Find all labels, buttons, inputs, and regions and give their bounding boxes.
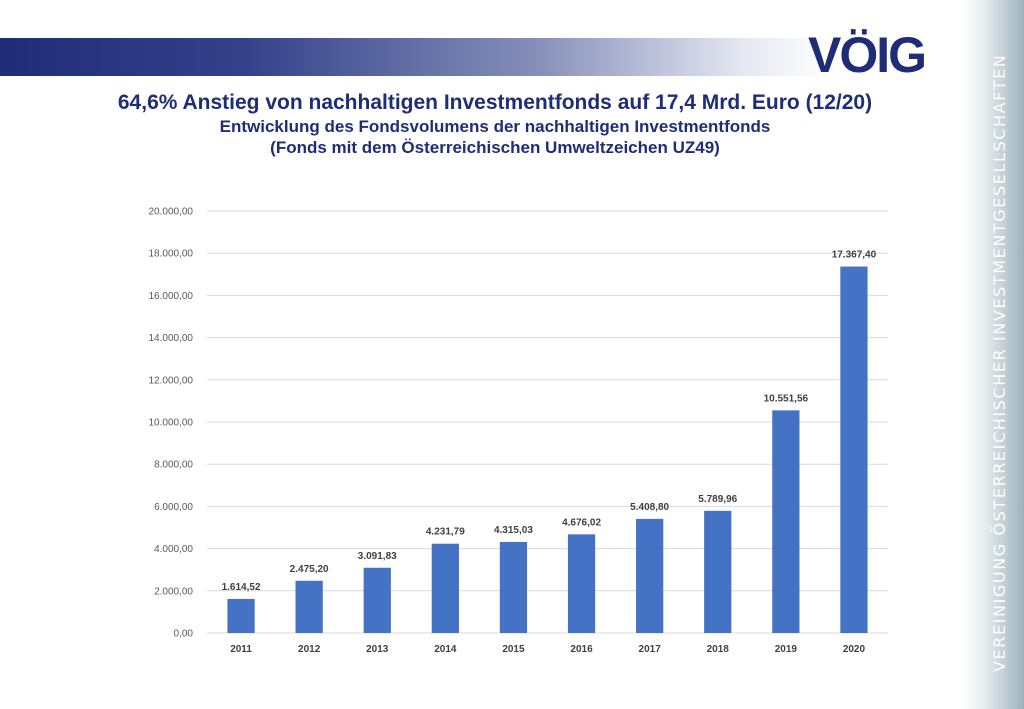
y-tick-label: 8.000,00 xyxy=(154,460,193,471)
x-tick-label: 2011 xyxy=(230,644,252,655)
voig-logo: VÖIG xyxy=(808,27,927,83)
y-tick-label: 6.000,00 xyxy=(154,502,193,513)
side-strip xyxy=(962,0,1024,709)
y-tick-label: 12.000,00 xyxy=(149,375,194,386)
data-label: 3.091,83 xyxy=(358,551,397,562)
y-tick-label: 18.000,00 xyxy=(149,249,194,260)
data-label: 4.676,02 xyxy=(562,517,601,528)
data-label: 5.408,80 xyxy=(630,502,669,513)
x-tick-label: 2018 xyxy=(707,644,730,655)
title-block: 64,6% Anstieg von nachhaltigen Investmen… xyxy=(0,90,990,158)
x-tick-label: 2015 xyxy=(502,644,525,655)
y-tick-label: 0,00 xyxy=(174,629,194,640)
bar xyxy=(431,543,459,633)
data-label: 10.551,56 xyxy=(764,393,809,404)
bar xyxy=(636,518,664,633)
data-label: 4.315,03 xyxy=(494,525,533,536)
bar xyxy=(840,266,868,633)
x-tick-label: 2012 xyxy=(298,644,321,655)
bar xyxy=(295,580,323,633)
bar xyxy=(363,567,391,633)
bar xyxy=(499,541,528,633)
y-tick-label: 4.000,00 xyxy=(154,544,193,555)
chart-subtitle-line-2: (Fonds mit dem Österreichischen Umweltze… xyxy=(270,138,720,157)
y-tick-label: 2.000,00 xyxy=(154,586,193,597)
data-label: 1.614,52 xyxy=(222,582,261,593)
x-tick-label: 2014 xyxy=(434,644,457,655)
data-label: 17.367,40 xyxy=(832,250,877,261)
x-tick-label: 2020 xyxy=(843,644,866,655)
x-tick-label: 2016 xyxy=(570,644,593,655)
y-tick-label: 20.000,00 xyxy=(149,207,194,218)
bar xyxy=(772,410,800,633)
chart-subtitle-line-1: Entwicklung des Fondsvolumens der nachha… xyxy=(219,117,771,136)
data-label: 4.231,79 xyxy=(426,527,465,538)
x-tick-label: 2013 xyxy=(366,644,389,655)
y-tick-label: 10.000,00 xyxy=(149,418,194,429)
y-tick-label: 16.000,00 xyxy=(149,291,194,302)
header-band xyxy=(0,38,830,76)
bar xyxy=(227,598,255,633)
bar xyxy=(567,534,596,633)
x-tick-label: 2017 xyxy=(639,644,662,655)
x-tick-label: 2019 xyxy=(775,644,798,655)
data-label: 5.789,96 xyxy=(698,494,737,505)
y-tick-label: 14.000,00 xyxy=(149,333,194,344)
bar xyxy=(704,510,732,633)
data-label: 2.475,20 xyxy=(290,564,329,575)
chart-title: 64,6% Anstieg von nachhaltigen Investmen… xyxy=(117,91,873,114)
